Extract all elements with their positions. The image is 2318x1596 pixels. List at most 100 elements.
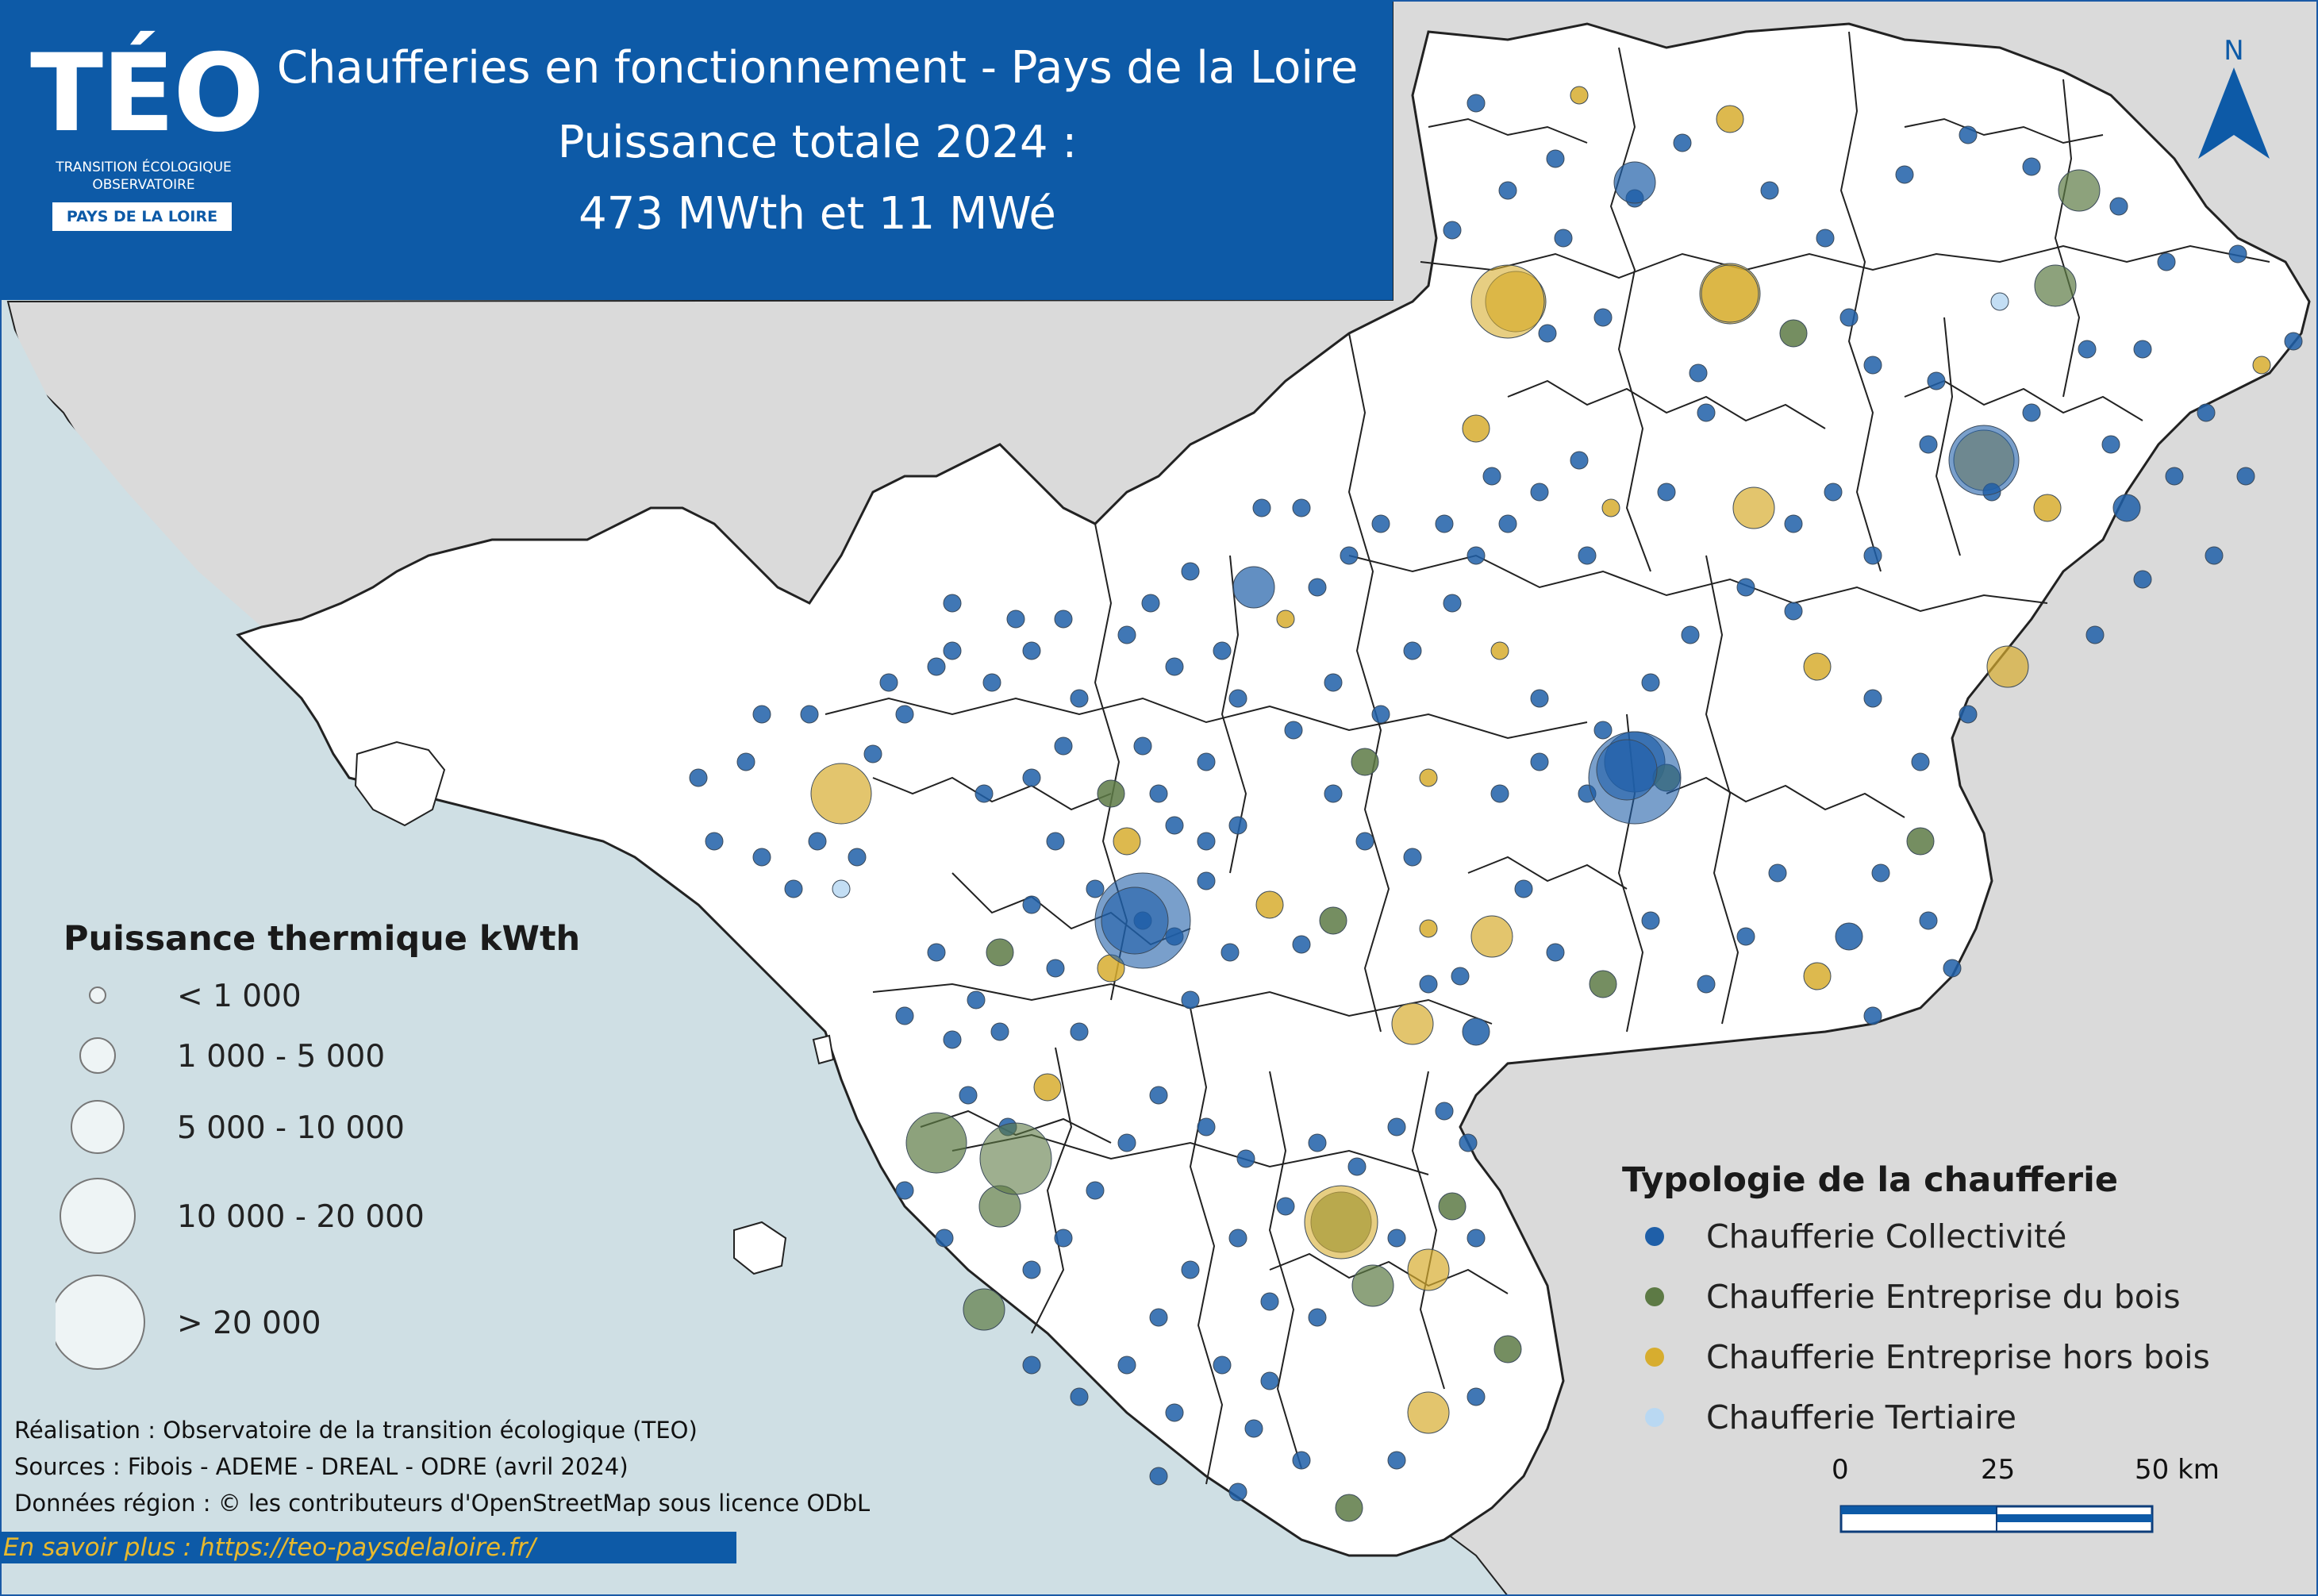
chaufferie-point [1022,768,1041,787]
chaufferie-point [1943,959,1962,978]
chaufferie-point [1149,1308,1168,1327]
type-label-tertiaire: Chaufferie Tertiaire [1706,1398,2017,1436]
logo-subtitle: TRANSITION ÉCOLOGIQUE OBSERVATOIRE [37,159,251,194]
chaufferie-point [1462,1017,1490,1046]
chaufferie-point [1276,610,1295,629]
more-info-link[interactable]: En savoir plus : https://teo-paysdelaloi… [0,1532,736,1563]
type-legend-title: Typologie de la chaufferie [1622,1160,2118,1200]
chaufferie-point [863,744,882,763]
chaufferie-point [1387,1229,1406,1248]
chaufferie-point [1141,594,1160,613]
chaufferie-point [1324,784,1343,803]
chaufferie-point [1419,768,1438,787]
chaufferie-point [2228,244,2247,263]
size-class-2-label: 1 000 - 5 000 [177,1039,386,1075]
chaufferie-point [2034,264,2077,307]
logo-region-badge: PAYS DE LA LOIRE [52,202,232,231]
chaufferie-point [1255,890,1284,919]
chaufferie-point [1228,1229,1247,1248]
credits-line2: Sources : Fibois - ADEME - DREAL - ODRE … [14,1453,629,1480]
chaufferie-point [1697,403,1716,422]
chaufferie-point [1181,562,1200,581]
chaufferie-point [1228,1483,1247,1502]
size-class-1 [89,986,106,1004]
chaufferie-point [2078,340,2097,359]
chaufferie-point [1863,1006,1882,1025]
chaufferie-point [1641,673,1660,692]
chaufferie-point [1244,1419,1263,1438]
chaufferie-point [1498,514,1517,533]
chaufferie-point [1451,967,1470,986]
island [354,740,446,827]
chaufferie-point [2033,494,2062,522]
chaufferie-point [1371,705,1390,724]
chaufferie-point [1033,1073,1062,1102]
chaufferie-point [1570,86,1589,105]
chaufferie-point [1906,827,1935,856]
chaufferie-point [1403,641,1422,660]
chaufferie-point [1959,705,1978,724]
chaufferie-point [1117,1133,1136,1152]
chaufferie-point [1554,229,1573,248]
chaufferie-point [927,657,946,676]
chaufferie-point [1435,1102,1454,1121]
chaufferie-point [2197,403,2216,422]
chaufferie-cluster [1101,886,1169,955]
chaufferie-point [1181,1260,1200,1279]
type-symbol-entreprise-bois [1645,1287,1664,1306]
chaufferie-point [705,832,724,851]
chaufferie-point [1803,962,1832,990]
chaufferie-point [1070,689,1089,708]
chaufferie-point [1467,94,1486,113]
chaufferie-point [895,705,914,724]
chaufferie-point [2022,403,2041,422]
north-arrow-icon: N [2198,35,2270,159]
chaufferie-point [1530,752,1549,771]
chaufferie-cluster [1304,1185,1378,1259]
chaufferie-point [1046,832,1065,851]
chaufferie-point [736,752,755,771]
chaufferie-point [1824,483,1843,502]
chaufferie-point [1054,610,1073,629]
chaufferie-cluster [1596,739,1658,801]
chaufferie-point [1407,1248,1450,1291]
chaufferie-point [810,763,872,825]
chaufferie-point [1371,514,1390,533]
chaufferie-point [1895,165,1914,184]
chaufferie-point [1197,871,1216,890]
chaufferie-point [1355,832,1374,851]
chaufferie-point [1467,1229,1486,1248]
size-class-1-label: < 1 000 [177,979,302,1014]
logo-subtitle-line1: TRANSITION ÉCOLOGIQUE [56,160,232,175]
logo-subtitle-line2: OBSERVATOIRE [92,177,195,193]
chaufferie-point [895,1181,914,1200]
chaufferie-point [1530,483,1549,502]
chaufferie-point [1467,1387,1486,1406]
chaufferie-point [1387,1451,1406,1470]
chaufferie-point [1308,578,1327,597]
chaufferie-point [1260,1371,1279,1390]
chaufferie-point [1530,689,1549,708]
map-title-line2: Puissance totale 2024 : [557,117,1078,168]
chaufferie-point [1403,848,1422,867]
chaufferie-point [982,673,1001,692]
chaufferie-point [1732,486,1775,529]
chaufferie-point [990,1022,1009,1041]
chaufferie-point [1308,1308,1327,1327]
chaufferie-point [1149,1086,1168,1105]
chaufferie-point [1470,915,1513,958]
chaufferie-point [832,879,851,898]
chaufferie-point [1462,414,1490,443]
chaufferie-point [1419,919,1438,938]
chaufferie-point [1197,1117,1216,1136]
chaufferie-point [2085,625,2105,644]
chaufferie-point [1335,1494,1363,1522]
chaufferie-point [1181,990,1200,1010]
chaufferie-point [1641,911,1660,930]
chaufferie-point [1086,1181,1105,1200]
chaufferie-point [1221,943,1240,962]
size-class-5 [56,1275,145,1370]
chaufferie-point [974,784,994,803]
chaufferie-point [1443,221,1462,240]
chaufferie-point [2157,252,2176,271]
